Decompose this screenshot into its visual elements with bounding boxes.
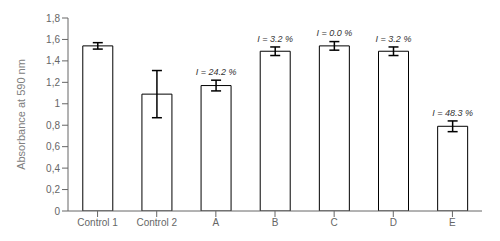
svg-text:0: 0: [54, 206, 60, 217]
svg-text:0,6: 0,6: [46, 141, 60, 152]
svg-text:E: E: [449, 217, 456, 228]
svg-text:I = 0.0 %: I = 0.0 %: [316, 28, 352, 38]
svg-text:Absorbance at 590 nm: Absorbance at 590 nm: [15, 59, 27, 170]
svg-text:1,8: 1,8: [46, 13, 60, 24]
svg-text:1: 1: [54, 98, 60, 109]
svg-text:1,6: 1,6: [46, 34, 60, 45]
svg-text:A: A: [213, 217, 220, 228]
svg-text:I = 3.2 %: I = 3.2 %: [376, 34, 412, 44]
svg-text:I = 3.2 %: I = 3.2 %: [257, 34, 293, 44]
svg-text:Control 2: Control 2: [136, 217, 177, 228]
svg-text:1,2: 1,2: [46, 77, 60, 88]
svg-text:0,2: 0,2: [46, 184, 60, 195]
svg-text:D: D: [390, 217, 397, 228]
svg-text:I = 48.3 %: I = 48.3 %: [432, 108, 473, 118]
svg-text:C: C: [331, 217, 338, 228]
svg-text:Control 1: Control 1: [77, 217, 118, 228]
svg-text:1,4: 1,4: [46, 55, 60, 66]
svg-text:B: B: [272, 217, 279, 228]
svg-text:0,8: 0,8: [46, 120, 60, 131]
svg-text:0,4: 0,4: [46, 163, 60, 174]
svg-text:I = 24.2 %: I = 24.2 %: [196, 67, 237, 77]
